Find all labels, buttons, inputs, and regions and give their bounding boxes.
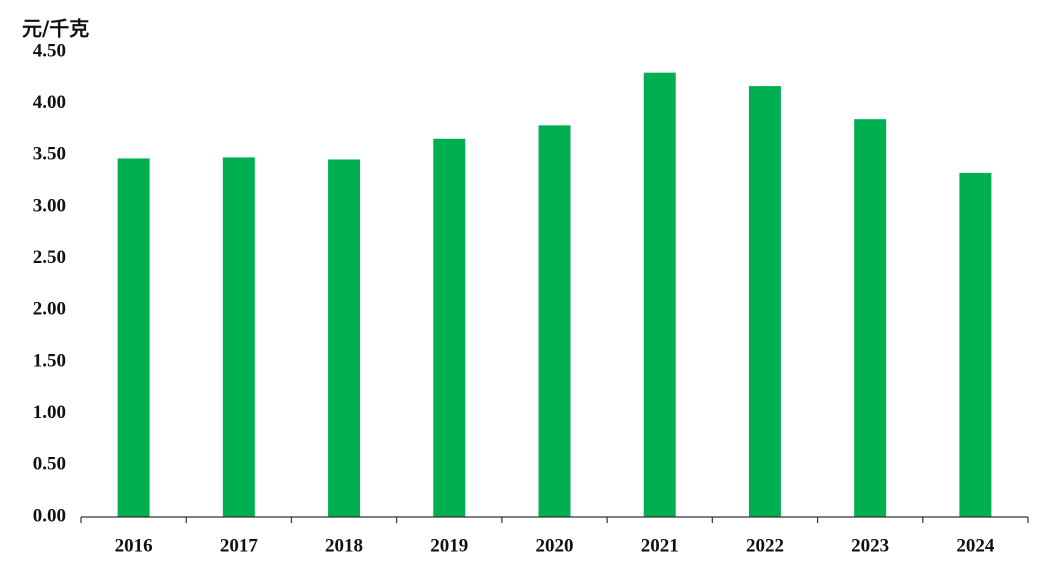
y-tick-label: 4.00 — [33, 92, 66, 113]
x-tick-label: 2024 — [956, 535, 995, 556]
x-tick-label: 2023 — [851, 535, 889, 556]
y-tick-label: 3.00 — [33, 195, 66, 216]
bar — [538, 125, 571, 517]
x-tick-label: 2019 — [430, 535, 468, 556]
x-tick-label: 2016 — [115, 535, 153, 556]
x-tick-label: 2018 — [325, 535, 363, 556]
bar — [959, 172, 992, 517]
bar — [222, 157, 255, 517]
x-tick-label: 2017 — [220, 535, 259, 556]
x-tick-label: 2020 — [536, 535, 574, 556]
y-tick-label: 2.00 — [33, 299, 66, 320]
chart-title: 元/千克 — [22, 17, 89, 41]
bar — [117, 158, 150, 517]
bar — [328, 159, 361, 517]
y-tick-label: 0.00 — [33, 505, 66, 526]
y-tick-label: 0.50 — [33, 454, 66, 475]
y-tick-label: 1.50 — [33, 350, 66, 371]
y-tick-label: 2.50 — [33, 247, 66, 268]
bar — [854, 119, 887, 518]
x-tick-label: 2021 — [641, 535, 679, 556]
x-tick-label: 2022 — [746, 535, 784, 556]
y-tick-label: 4.50 — [33, 40, 66, 61]
bar — [433, 138, 466, 518]
y-tick-label: 3.50 — [33, 144, 66, 165]
y-tick-label: 1.00 — [33, 402, 66, 423]
bar — [643, 72, 676, 518]
bar — [748, 86, 781, 517]
